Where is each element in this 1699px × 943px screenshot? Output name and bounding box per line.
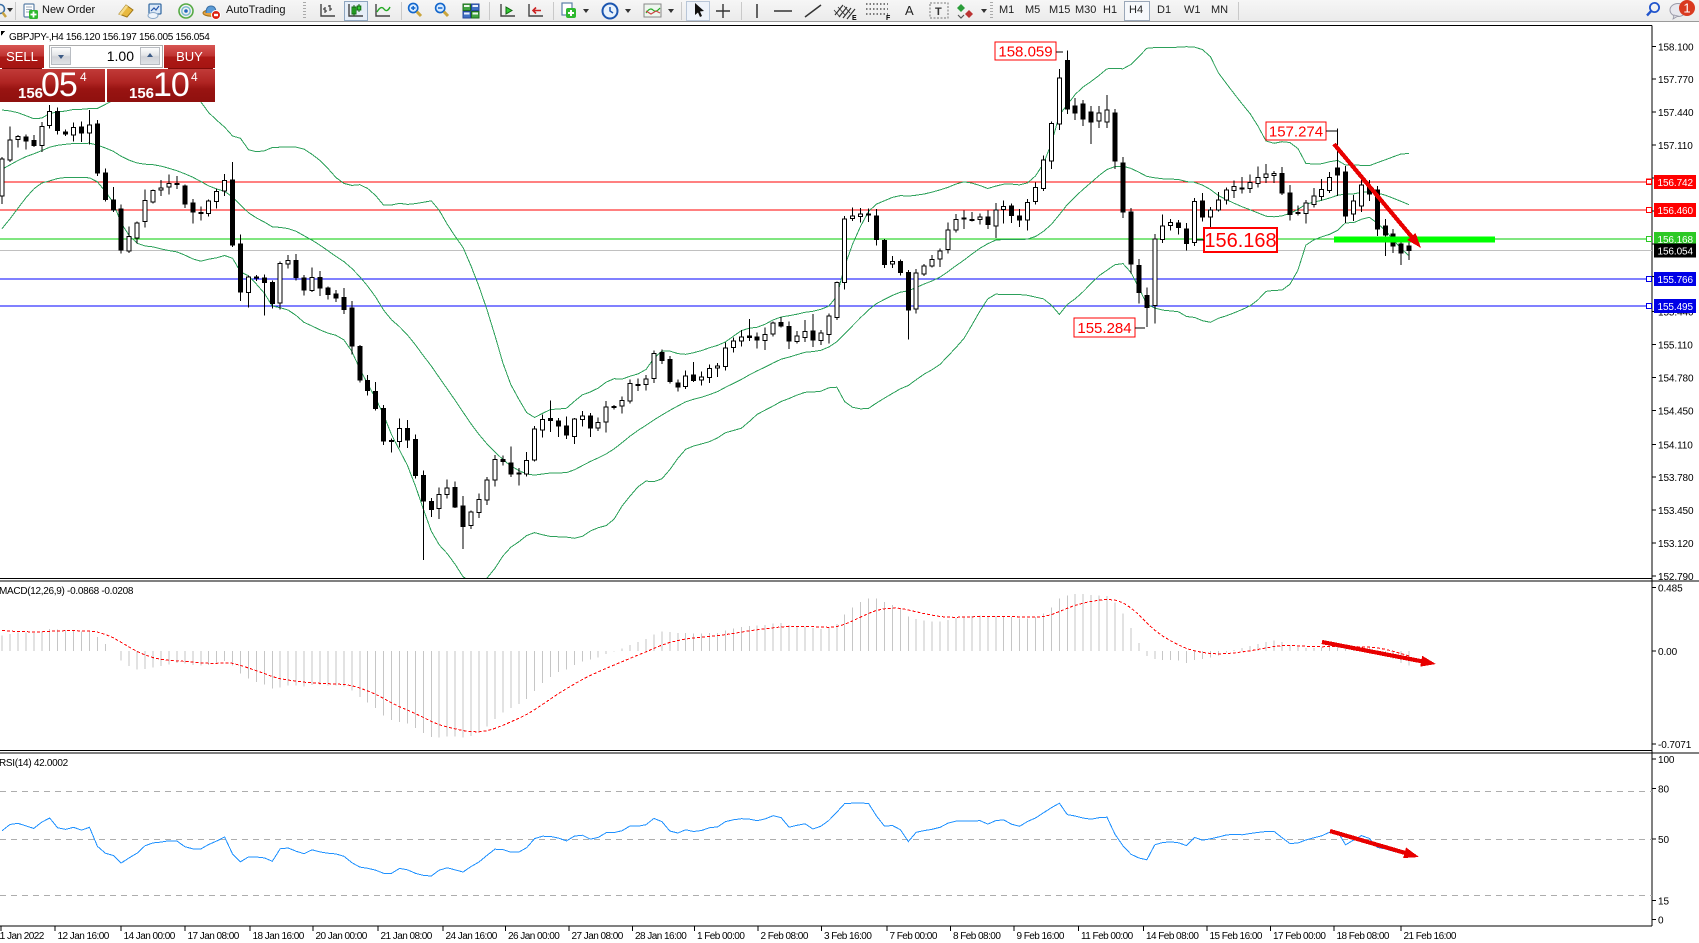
svg-text:T: T bbox=[935, 6, 942, 18]
svg-text:154.780: 154.780 bbox=[1658, 374, 1694, 385]
svg-text:3 Feb 16:00: 3 Feb 16:00 bbox=[824, 931, 872, 942]
svg-text:17 Feb 00:00: 17 Feb 00:00 bbox=[1273, 931, 1326, 942]
svg-text:155.766: 155.766 bbox=[1658, 275, 1694, 286]
svg-text:80: 80 bbox=[1658, 785, 1669, 796]
svg-text:153.450: 153.450 bbox=[1658, 506, 1694, 517]
svg-text:14 Feb 08:00: 14 Feb 08:00 bbox=[1146, 931, 1199, 942]
svg-text:156.460: 156.460 bbox=[1658, 206, 1694, 217]
svg-text:157.770: 157.770 bbox=[1658, 75, 1694, 86]
svg-text:9 Feb 16:00: 9 Feb 16:00 bbox=[1017, 931, 1065, 942]
svg-text:2 Feb 08:00: 2 Feb 08:00 bbox=[761, 931, 809, 942]
svg-text:26 Jan 00:00: 26 Jan 00:00 bbox=[508, 931, 560, 942]
svg-text:156.054: 156.054 bbox=[1658, 246, 1694, 257]
svg-text:155.495: 155.495 bbox=[1658, 302, 1694, 313]
svg-text:15: 15 bbox=[1658, 896, 1669, 907]
svg-text:158.059: 158.059 bbox=[998, 43, 1052, 60]
svg-text:153.780: 153.780 bbox=[1658, 473, 1694, 484]
svg-text:8 Feb 08:00: 8 Feb 08:00 bbox=[953, 931, 1001, 942]
svg-text:50: 50 bbox=[1658, 835, 1669, 846]
svg-text:RSI(14) 42.0002: RSI(14) 42.0002 bbox=[0, 758, 69, 769]
svg-text:154.450: 154.450 bbox=[1658, 406, 1694, 417]
svg-text:15 Feb 16:00: 15 Feb 16:00 bbox=[1210, 931, 1263, 942]
svg-text:157.440: 157.440 bbox=[1658, 108, 1694, 119]
svg-text:0.00: 0.00 bbox=[1658, 647, 1678, 658]
svg-text:28 Jan 16:00: 28 Jan 16:00 bbox=[635, 931, 687, 942]
svg-text:100: 100 bbox=[1658, 755, 1675, 766]
svg-text:F: F bbox=[886, 15, 891, 21]
svg-text:152.790: 152.790 bbox=[1658, 572, 1694, 583]
svg-text:17 Jan 08:00: 17 Jan 08:00 bbox=[188, 931, 240, 942]
svg-text:14 Jan 00:00: 14 Jan 00:00 bbox=[124, 931, 176, 942]
svg-text:18 Feb 08:00: 18 Feb 08:00 bbox=[1337, 931, 1390, 942]
svg-text:18 Jan 16:00: 18 Jan 16:00 bbox=[253, 931, 305, 942]
svg-text:157.274: 157.274 bbox=[1269, 123, 1323, 140]
svg-text:155.110: 155.110 bbox=[1658, 341, 1693, 352]
svg-text:7 Feb 00:00: 7 Feb 00:00 bbox=[890, 931, 938, 942]
svg-text:157.110: 157.110 bbox=[1658, 141, 1693, 152]
svg-text:11 Jan 2022: 11 Jan 2022 bbox=[0, 931, 45, 942]
svg-text:156.168: 156.168 bbox=[1658, 235, 1694, 246]
svg-text:154.110: 154.110 bbox=[1658, 440, 1693, 451]
svg-text:E: E bbox=[852, 15, 857, 21]
svg-text:0.485: 0.485 bbox=[1658, 584, 1683, 595]
svg-text:20 Jan 00:00: 20 Jan 00:00 bbox=[316, 931, 368, 942]
svg-text:27 Jan 08:00: 27 Jan 08:00 bbox=[572, 931, 624, 942]
svg-text:-0.7071: -0.7071 bbox=[1658, 740, 1692, 751]
svg-text:1: 1 bbox=[1683, 1, 1690, 16]
svg-text:MACD(12,26,9) -0.0868 -0.0208: MACD(12,26,9) -0.0868 -0.0208 bbox=[0, 586, 134, 597]
svg-text:153.120: 153.120 bbox=[1658, 539, 1694, 550]
svg-text:21 Feb 16:00: 21 Feb 16:00 bbox=[1404, 931, 1457, 942]
svg-text:0: 0 bbox=[1658, 915, 1664, 926]
svg-text:158.100: 158.100 bbox=[1658, 42, 1694, 53]
svg-text:156.168: 156.168 bbox=[1204, 230, 1276, 252]
svg-text:155.284: 155.284 bbox=[1077, 320, 1131, 337]
svg-text:1 Feb 00:00: 1 Feb 00:00 bbox=[697, 931, 745, 942]
svg-text:21 Jan 08:00: 21 Jan 08:00 bbox=[381, 931, 433, 942]
svg-text:24 Jan 16:00: 24 Jan 16:00 bbox=[446, 931, 498, 942]
svg-text:12 Jan 16:00: 12 Jan 16:00 bbox=[58, 931, 110, 942]
svg-text:GBPJPY-,H4 156.120 156.197 15: GBPJPY-,H4 156.120 156.197 156.005 156.0… bbox=[9, 32, 210, 43]
svg-text:156.742: 156.742 bbox=[1658, 178, 1694, 189]
svg-text:11 Feb 00:00: 11 Feb 00:00 bbox=[1081, 931, 1134, 942]
